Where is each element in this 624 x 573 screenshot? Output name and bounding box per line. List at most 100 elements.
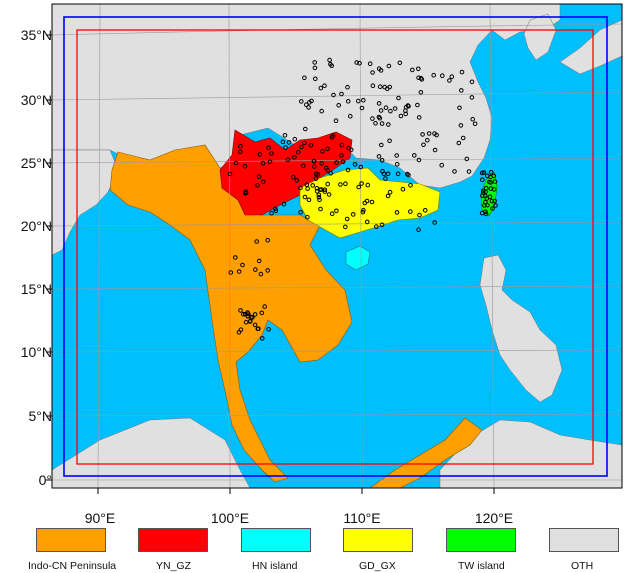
station-marker	[416, 115, 422, 120]
station-marker	[328, 62, 333, 67]
station-marker	[387, 189, 393, 195]
station-marker	[456, 140, 462, 146]
station-marker	[421, 142, 426, 148]
station-marker	[408, 183, 413, 188]
station-marker	[266, 327, 271, 332]
station-marker	[313, 76, 318, 82]
legend-item-tw-island: TW island	[446, 528, 542, 572]
station-marker	[256, 326, 261, 332]
station-marker	[439, 162, 445, 168]
station-marker	[307, 100, 312, 105]
station-marker	[472, 121, 478, 127]
station-marker	[492, 179, 498, 184]
legend-label-tw-island: TW island	[458, 560, 505, 572]
lon-label-110e: 110°E	[343, 510, 381, 526]
station-marker	[432, 147, 438, 153]
station-marker	[420, 132, 425, 137]
station-marker	[376, 154, 382, 159]
station-marker	[481, 188, 486, 194]
station-marker	[298, 185, 303, 191]
station-marker	[483, 211, 489, 217]
station-marker	[296, 149, 301, 155]
station-marker	[361, 98, 366, 103]
station-marker	[233, 255, 238, 260]
station-marker	[343, 181, 348, 186]
station-marker	[283, 145, 288, 150]
station-marker	[267, 159, 273, 165]
station-marker	[317, 187, 323, 192]
station-marker	[331, 92, 336, 98]
station-marker	[285, 157, 291, 162]
station-marker	[469, 95, 475, 100]
station-marker	[405, 103, 411, 108]
station-marker	[273, 206, 278, 212]
station-marker	[459, 88, 464, 93]
station-marker	[457, 105, 462, 111]
station-marker	[254, 239, 260, 244]
station-marker	[328, 171, 334, 176]
inner-domain-box	[76, 29, 594, 465]
station-marker	[416, 66, 421, 72]
station-marker	[452, 169, 457, 174]
station-marker	[483, 200, 488, 205]
station-marker	[256, 174, 262, 180]
station-marker	[281, 201, 287, 207]
station-marker	[378, 108, 384, 113]
station-marker	[406, 172, 411, 178]
station-marker	[325, 146, 330, 152]
station-marker	[260, 160, 266, 166]
station-marker	[338, 182, 343, 187]
station-marker	[386, 122, 391, 127]
station-marker	[300, 163, 306, 168]
lat-label-5n: 5°N	[28, 408, 53, 424]
station-marker	[394, 161, 400, 167]
legend-label-oth: OTH	[571, 560, 594, 572]
station-marker	[238, 144, 243, 149]
station-marker	[449, 74, 455, 79]
station-marker	[360, 209, 366, 215]
station-marker	[385, 193, 391, 199]
station-marker	[364, 219, 370, 225]
station-marker	[304, 182, 310, 187]
station-marker	[302, 140, 307, 146]
station-marker	[480, 177, 485, 182]
station-marker	[395, 171, 401, 177]
legend-item-gd-gx: GD_GX	[343, 528, 439, 572]
station-marker	[243, 189, 249, 194]
station-marker	[269, 151, 274, 156]
station-marker	[400, 186, 406, 192]
station-marker	[356, 98, 361, 104]
region-hn-island	[345, 245, 371, 271]
legend-label-gd-gx: GD_GX	[359, 560, 396, 572]
station-marker	[466, 169, 472, 174]
station-marker	[245, 310, 250, 315]
oth-land-borneo	[439, 419, 622, 488]
station-marker	[243, 319, 249, 325]
station-marker	[282, 133, 288, 138]
station-marker	[490, 206, 495, 211]
station-marker	[258, 271, 264, 277]
legend-swatch-yn-gz	[138, 528, 208, 552]
station-marker	[252, 322, 258, 328]
lon-label-100e: 100°E	[210, 510, 250, 526]
station-marker	[317, 197, 322, 203]
station-marker	[356, 184, 362, 190]
oth-land-sumatra	[52, 417, 251, 488]
legend-swatch-indo-cn	[36, 528, 106, 552]
station-marker	[308, 143, 314, 148]
station-marker	[294, 178, 300, 183]
station-marker	[385, 86, 390, 92]
station-markers	[227, 57, 498, 341]
station-marker	[488, 170, 494, 175]
lat-label-25n: 25°N	[20, 155, 52, 171]
station-marker	[381, 171, 387, 177]
station-marker	[326, 192, 332, 197]
station-marker	[299, 144, 304, 150]
station-marker	[370, 116, 375, 121]
region-map	[46, 3, 623, 494]
station-marker	[388, 108, 393, 114]
station-marker	[339, 91, 344, 97]
station-marker	[422, 208, 428, 213]
station-marker	[255, 182, 260, 188]
station-marker	[322, 83, 327, 88]
